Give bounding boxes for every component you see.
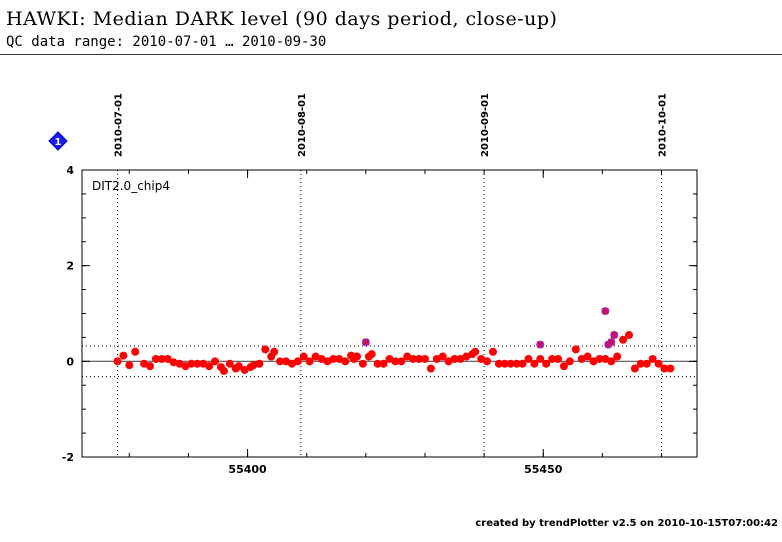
x-tick-label: 55400 [228,463,267,476]
data-point [471,347,480,356]
outlier-cross [607,338,615,346]
data-point [415,354,424,363]
data-point [450,354,459,363]
data-point [613,352,622,361]
y-tick-label: 0 [66,355,74,368]
data-point [379,359,388,368]
y-tick-label: 2 [66,260,74,273]
data-point [565,357,574,366]
data-point [494,359,503,368]
data-point [571,345,580,354]
panel-label: DIT2.0_chip4 [92,179,170,193]
data-point [559,362,568,371]
date-label: 2010-07-01 [113,93,124,157]
data-point [654,359,663,368]
data-point [542,359,551,368]
data-point [293,357,302,366]
data-point [397,357,406,366]
data-point [151,354,160,363]
data-point [666,364,675,373]
y-tick-label: -2 [62,451,74,464]
data-point [530,359,539,368]
y-tick-label: 4 [66,164,74,177]
data-point [642,359,651,368]
data-point [255,359,264,368]
data-point [157,354,166,363]
data-point [624,331,633,340]
data-point [506,359,515,368]
data-point [619,335,628,344]
data-point [358,359,367,368]
data-point [512,359,521,368]
data-point [341,357,350,366]
data-point [305,357,314,366]
data-point [163,354,172,363]
outlier-cross [610,331,618,339]
data-point [367,350,376,359]
data-point [193,359,202,368]
data-point [536,354,545,363]
data-point [648,354,657,363]
data-point [219,366,228,375]
data-point [299,352,308,361]
data-point [607,357,616,366]
data-point [488,347,497,356]
data-point [630,364,639,373]
data-point [131,347,140,356]
info-marker-label: 1 [55,137,62,148]
data-point [187,359,196,368]
data-point [500,359,509,368]
outlier-cross [601,307,609,315]
data-point [352,352,361,361]
data-point [524,354,533,363]
data-point [205,362,214,371]
data-point [329,354,338,363]
data-point [438,352,447,361]
x-tick-label: 55450 [524,463,563,476]
plot-area: 2010-07-01 2010-08-01 2010-09-01 2010-10-01… [62,93,698,476]
data-point [583,352,592,361]
outlier-cross [536,341,544,349]
data-point [125,361,134,370]
data-point [113,357,122,366]
data-point [420,354,429,363]
footer-credit: created by trendPlotter v2.5 on 2010-10-… [475,518,778,529]
data-point [146,362,155,371]
data-point [548,354,557,363]
data-point [409,354,418,363]
data-point [636,359,645,368]
data-point [518,359,527,368]
data-point [240,365,249,374]
data-point [225,359,234,368]
date-label: 2010-09-01 [480,93,491,157]
data-point [391,357,400,366]
data-point [270,347,279,356]
title-divider [0,54,782,55]
data-point [554,354,563,363]
date-label: 2010-08-01 [297,93,308,157]
data-point [483,357,492,366]
outlier-cross [362,338,370,346]
data-point [234,362,243,371]
data-point [595,354,604,363]
data-point [276,357,285,366]
page-title: HAWKI: Median DARK level (90 days period… [6,8,558,30]
page-subtitle: QC data range: 2010-07-01 … 2010-09-30 [6,34,327,50]
data-point [660,364,669,373]
data-point [373,359,382,368]
data-point [426,364,435,373]
data-point [261,345,270,354]
data-point [119,351,128,360]
date-label: 2010-10-01 [658,93,669,157]
data-point [211,357,220,366]
info-marker-icon[interactable]: 1 [48,131,68,151]
